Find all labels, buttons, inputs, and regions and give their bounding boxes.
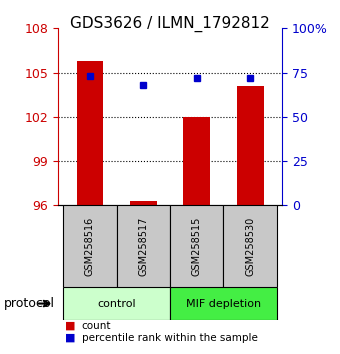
Text: control: control bbox=[97, 298, 136, 309]
Bar bbox=[223, 205, 277, 287]
Text: percentile rank within the sample: percentile rank within the sample bbox=[82, 333, 257, 343]
Text: GDS3626 / ILMN_1792812: GDS3626 / ILMN_1792812 bbox=[70, 16, 270, 32]
Bar bbox=[183, 117, 210, 205]
Bar bbox=[170, 287, 277, 320]
Bar bbox=[130, 201, 157, 205]
Text: GSM258517: GSM258517 bbox=[138, 216, 148, 276]
Text: ■: ■ bbox=[65, 333, 75, 343]
Bar bbox=[237, 86, 264, 205]
Text: protocol: protocol bbox=[3, 297, 54, 310]
Bar bbox=[63, 205, 117, 287]
Text: GSM258515: GSM258515 bbox=[192, 216, 202, 276]
Bar bbox=[63, 287, 170, 320]
Bar bbox=[117, 205, 170, 287]
Text: count: count bbox=[82, 321, 111, 331]
Bar bbox=[76, 61, 103, 205]
Text: GSM258530: GSM258530 bbox=[245, 216, 255, 276]
Text: MIF depletion: MIF depletion bbox=[186, 298, 261, 309]
Bar bbox=[170, 205, 223, 287]
Text: GSM258516: GSM258516 bbox=[85, 216, 95, 276]
Text: ■: ■ bbox=[65, 321, 75, 331]
